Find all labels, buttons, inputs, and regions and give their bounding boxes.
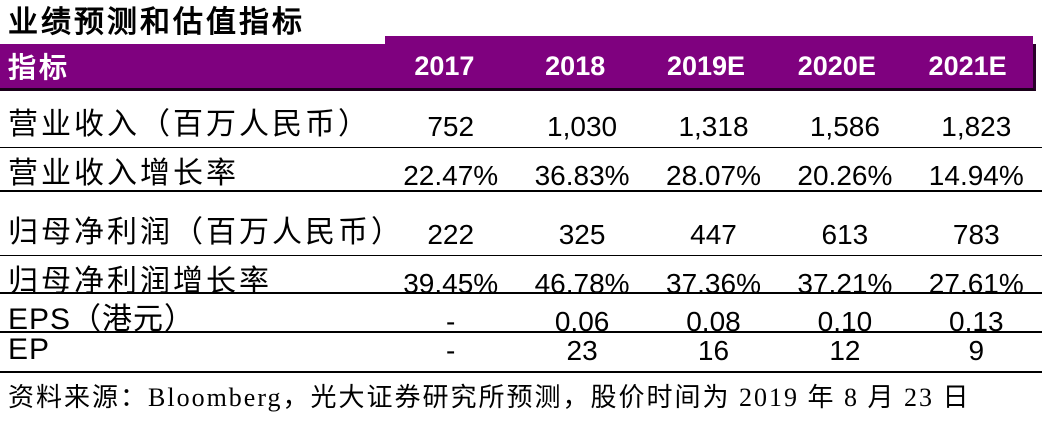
cell-value: 39.45% [403, 268, 499, 299]
source-note: 资料来源：Bloomberg，光大证券研究所预测，股价时间为 2019 年 8 … [8, 383, 971, 412]
cell-value: 0.06 [554, 306, 610, 337]
cell-value: - [446, 335, 456, 366]
cell-value: 36.83% [534, 160, 630, 191]
row-label: EPS（港元） [8, 303, 196, 336]
table-header-row: 指标 2017 2018 2019E 2020E 2021E [0, 36, 1036, 91]
cell-value: 325 [558, 219, 606, 250]
page-title: 业绩预测和估值指标 [8, 6, 305, 39]
cell-value: 23 [566, 335, 598, 366]
table-row-revenue-growth: 营业收入增长率 22.47% 36.83% 28.07% 20.26% 14.9… [0, 148, 1042, 192]
row-label: EP [8, 333, 51, 366]
header-cell-2021e: 2021E [928, 50, 1007, 81]
cell-value: 1,586 [809, 111, 880, 142]
report-table-snippet: 业绩预测和估值指标 指标 2017 2018 2019E 2020E 2021E… [0, 5, 1048, 427]
forecast-valuation-table: 指标 2017 2018 2019E 2020E 2021E 营业收入（百万人民… [0, 36, 1042, 373]
cell-value: 28.07% [666, 160, 761, 191]
cell-value: 14.94% [928, 160, 1024, 191]
cell-value: 20.26% [797, 160, 893, 191]
cell-value: 22.47% [403, 160, 499, 191]
cell-value: 752 [427, 111, 475, 142]
cell-value: 0.10 [817, 306, 873, 337]
header-cell-2018: 2018 [545, 50, 606, 81]
header-cell-2020e: 2020E [797, 50, 876, 81]
cell-value: 37.36% [666, 268, 761, 299]
cell-value: 0.08 [686, 306, 741, 337]
cell-value: 1,318 [678, 111, 749, 142]
cell-value: 9 [968, 335, 985, 366]
header-cell-2019e: 2019E [666, 50, 746, 81]
cell-value: 222 [427, 219, 475, 250]
cell-value: 16 [697, 335, 730, 366]
cell-value: 37.21% [797, 268, 893, 299]
table-row-net-profit: 归母净利润（百万人民币） 222 325 447 613 783 [0, 192, 1042, 256]
table-row-eps: EPS（港元） - 0.06 0.08 0.10 0.13 [0, 294, 1042, 337]
row-label: 归母净利润（百万人民币） [8, 216, 404, 249]
header-cell-2017: 2017 [414, 50, 475, 81]
cell-value: 0.13 [949, 306, 1004, 337]
cell-value: 12 [829, 335, 861, 366]
table-row-net-profit-growth: 归母净利润增长率 39.45% 46.78% 37.36% 37.21% 27.… [0, 256, 1042, 299]
table-row-revenue: 营业收入（百万人民币） 752 1,030 1,318 1,586 1,823 [0, 91, 1042, 148]
cell-value: 1,823 [941, 111, 1012, 142]
row-label: 归母净利润增长率 [8, 265, 272, 298]
row-label: 营业收入增长率 [8, 157, 239, 190]
cell-value: 783 [952, 219, 1000, 250]
cell-value: 27.61% [928, 268, 1024, 299]
cell-value: 613 [821, 219, 869, 250]
table-row-ep: EP - 23 16 12 9 [0, 333, 1042, 373]
cell-value: 46.78% [534, 268, 630, 299]
cell-value: 1,030 [547, 111, 618, 142]
cell-value: - [446, 306, 456, 337]
row-label: 营业收入（百万人民币） [8, 108, 371, 141]
cell-value: 447 [690, 219, 737, 250]
header-cell-indicator: 指标 [8, 53, 71, 84]
